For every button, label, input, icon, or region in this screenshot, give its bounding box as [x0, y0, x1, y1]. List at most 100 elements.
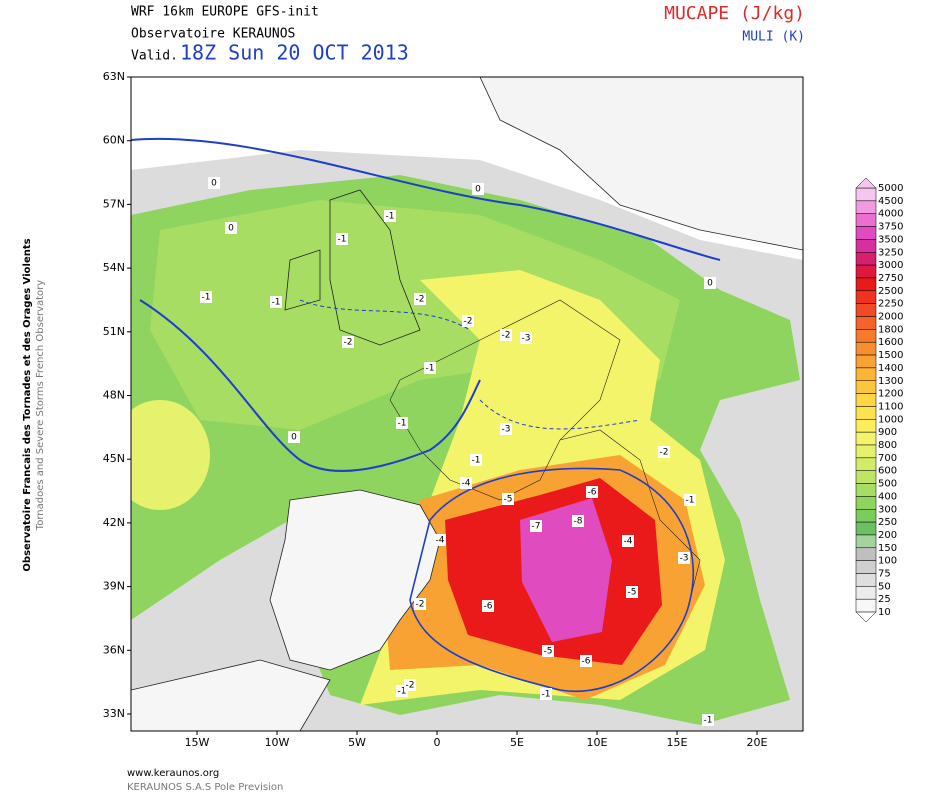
colorbar-label: 3000 [878, 260, 903, 271]
lat-label: 33N [103, 707, 125, 720]
colorbar-label: 2750 [878, 273, 903, 284]
contour-label-bg [200, 291, 212, 303]
lat-label: 54N [103, 261, 125, 274]
contour-label: -7 [532, 522, 541, 532]
contour-label: -5 [504, 495, 513, 505]
contour-label-bg [586, 486, 598, 498]
lon-label: 5E [510, 736, 524, 749]
colorbar-label: 500 [878, 479, 897, 490]
colorbar-label: 3750 [878, 222, 903, 233]
contour-label-bg [658, 446, 670, 458]
contour-label-bg [404, 679, 416, 691]
contour-label: -1 [686, 496, 695, 506]
contour-label-bg [342, 336, 354, 348]
lon-label: 10W [265, 736, 290, 749]
colorbar-box [855, 444, 877, 459]
colorbar-box [855, 329, 877, 343]
contour-label-bg [520, 332, 532, 344]
contour-label-bg [500, 329, 512, 341]
footer-url: www.keraunos.org [127, 768, 219, 779]
contour-label: -5 [628, 588, 637, 598]
colorbar-label: 300 [878, 504, 897, 515]
contour-label-bg [704, 277, 716, 289]
lat-label: 48N [103, 389, 125, 402]
contour-label: 0 [291, 433, 297, 443]
colorbar-box [855, 316, 877, 330]
colorbar-label: 2500 [878, 286, 903, 297]
contour-label: -1 [202, 293, 211, 303]
contour-label-bg [414, 293, 426, 305]
colorbar-box [855, 187, 877, 202]
contour-label: -6 [582, 657, 591, 667]
contour-label: 0 [228, 224, 234, 234]
contour-label-bg [396, 417, 408, 429]
contour-label: -5 [544, 647, 553, 657]
lat-label: 51N [103, 325, 125, 338]
contour-label-bg [540, 688, 552, 700]
lat-label: 36N [103, 643, 125, 656]
colorbar-box [855, 586, 877, 600]
colorbar-label: 5000 [878, 183, 903, 194]
colorbar-label: 1200 [878, 389, 903, 400]
colorbar-box [855, 547, 877, 561]
lat-label: 60N [103, 134, 125, 147]
colorbar-label: 600 [878, 466, 897, 477]
contour-label: -1 [426, 364, 435, 374]
colorbar-label: 1800 [878, 324, 903, 335]
valid-time: 18Z Sun 20 OCT 2013 [180, 41, 409, 65]
colorbar-box [855, 483, 877, 497]
contour-label-bg [702, 714, 714, 726]
contour-label: -1 [398, 687, 407, 697]
lat-label: 42N [103, 516, 125, 529]
contour-label: -1 [338, 235, 347, 245]
field-title: MUCAPE (J/kg) [664, 3, 805, 24]
lon-label: 15E [667, 736, 688, 749]
lon-label: 0 [434, 736, 441, 749]
lat-label: 39N [103, 580, 125, 593]
contour-label-bg [336, 233, 348, 245]
contour-title: MULI (K) [742, 30, 805, 45]
colorbar-cap [855, 611, 877, 623]
side-text: Observatoire Francais des Tornades et de… [22, 238, 33, 571]
colorbar-box [855, 226, 877, 240]
colorbar-box [855, 290, 877, 304]
colorbar-box [855, 277, 877, 292]
colorbar-box [855, 534, 877, 549]
colorbar-label: 250 [878, 517, 897, 528]
contour-label: -3 [522, 334, 531, 344]
contour-label: 0 [707, 279, 713, 289]
contour-label-bg [288, 431, 300, 443]
contour-label-bg [626, 586, 638, 598]
colorbar-label: 4500 [878, 196, 903, 207]
contour-label: -2 [464, 317, 473, 327]
colorbar-box [855, 264, 877, 279]
colorbar-box [855, 393, 877, 407]
colorbar-box [855, 521, 877, 536]
colorbar-label: 4000 [878, 209, 903, 220]
contour-label: -2 [416, 600, 425, 610]
lat-label: 63N [103, 70, 125, 83]
contour-label-bg [424, 362, 436, 374]
side-text: Tornadoes and Severe Storms French Obser… [35, 280, 46, 531]
colorbar-label: 700 [878, 453, 897, 464]
contour-label: -3 [502, 425, 511, 435]
contour-label: -1 [386, 212, 395, 222]
colorbar-label: 1400 [878, 363, 903, 374]
colorbar-label: 100 [878, 556, 897, 567]
colorbar-box [855, 213, 877, 227]
lon-label: 20E [747, 736, 768, 749]
contour-label-bg [572, 515, 584, 527]
colorbar-label: 200 [878, 530, 897, 541]
colorbar-label: 900 [878, 427, 897, 438]
contour-label: -3 [680, 554, 689, 564]
colorbar-label: 75 [878, 569, 891, 580]
contour-label: -4 [624, 537, 633, 547]
colorbar-label: 800 [878, 440, 897, 451]
contour-label-bg [225, 222, 237, 234]
colorbar-label: 10 [878, 607, 891, 618]
lat-label: 45N [103, 452, 125, 465]
contour-label-bg [502, 493, 514, 505]
contour-label-bg [482, 600, 494, 612]
colorbar-box [855, 367, 877, 381]
lon-label: 15W [185, 736, 210, 749]
